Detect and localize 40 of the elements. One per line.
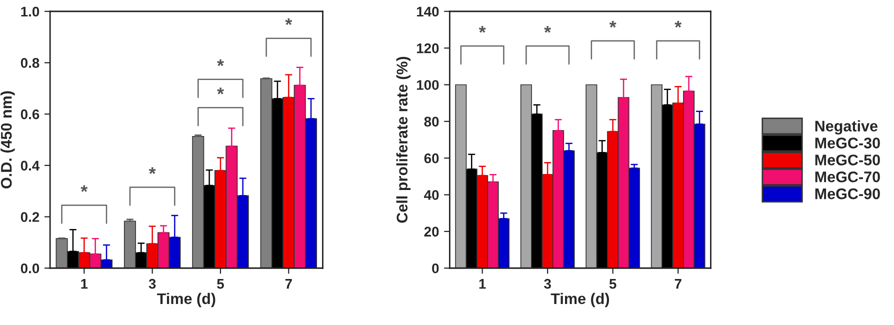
legend-label: Negative	[815, 120, 878, 135]
y-tick-label: 0.4	[20, 160, 40, 171]
annotation: *	[80, 185, 88, 192]
legend-label: MeGC-70	[815, 171, 880, 182]
legend-label: MeGC-50	[815, 154, 880, 166]
annotation: *	[217, 59, 224, 66]
annotation: *	[217, 88, 224, 94]
y-tick-label: 1.0	[21, 6, 40, 17]
x-tick-label: 1	[479, 279, 486, 289]
x-axis-title: Time (d)	[550, 292, 610, 308]
x-tick-label: 7	[674, 279, 682, 289]
y-tick-label: 80	[424, 116, 439, 127]
y-tick-label: 0.6	[20, 109, 40, 120]
y-tick-label: 0.0	[20, 263, 40, 274]
x-tick-label: 5	[609, 279, 616, 289]
x-tick-label: 1	[81, 279, 88, 289]
annotation: *	[609, 20, 616, 28]
x-tick-label: 3	[148, 278, 156, 289]
annotation: *	[544, 26, 552, 33]
annotation: *	[148, 167, 156, 174]
x-tick-label: 3	[544, 278, 551, 289]
annotation: *	[285, 18, 292, 26]
y-tick-label: 60	[424, 153, 439, 164]
y-tick-label: 140	[416, 6, 439, 17]
y-tick-label: 120	[416, 43, 439, 54]
x-tick-label: 7	[285, 279, 292, 289]
y-tick-label: 100	[416, 80, 439, 90]
annotation: *	[478, 26, 486, 33]
legend-label: MeGC-30	[815, 138, 880, 148]
x-tick-label: 5	[217, 279, 224, 289]
y-axis-title: Cell proliferate rate (%)	[396, 56, 411, 223]
y-tick-label: 20	[424, 226, 439, 237]
annotation: *	[674, 20, 682, 28]
legend-label: MeGC-90	[815, 188, 880, 200]
y-tick-label: 40	[424, 190, 439, 200]
x-axis-title: Time (d)	[157, 292, 216, 308]
y-tick-label: 0	[432, 263, 439, 274]
y-tick-label: 0.2	[20, 212, 40, 222]
y-axis-title: O.D. (450 nm)	[0, 91, 15, 188]
y-tick-label: 0.8	[20, 58, 40, 68]
